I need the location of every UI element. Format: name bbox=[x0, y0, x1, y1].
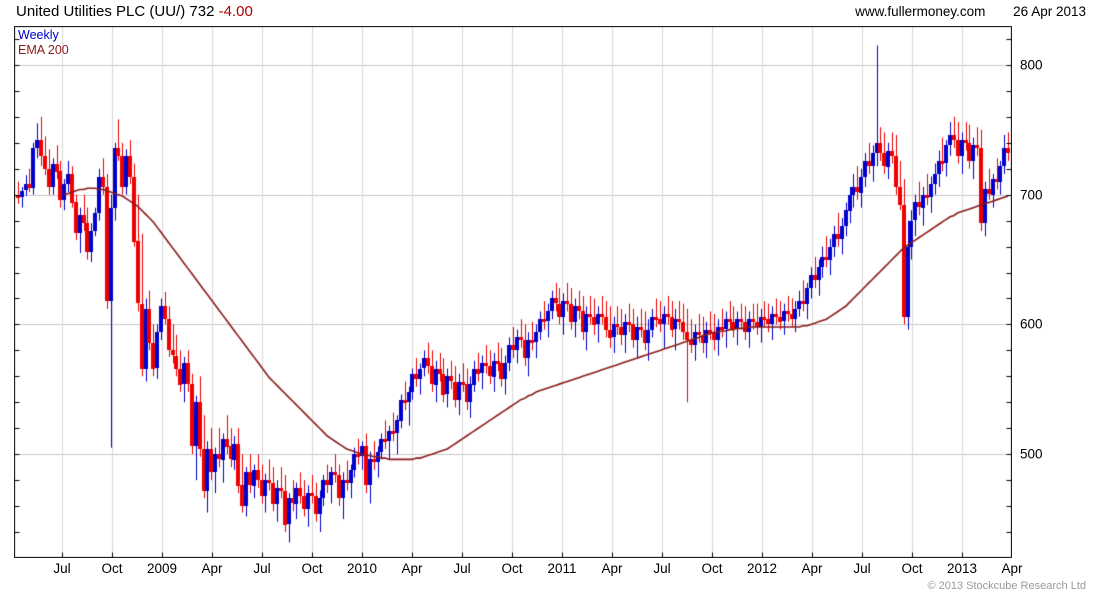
x-axis-tick-jul: Jul bbox=[453, 561, 471, 576]
x-axis-tick-oct: Oct bbox=[701, 561, 723, 576]
header-meta: www.fullermoney.com 26 Apr 2013 bbox=[855, 4, 1086, 19]
x-axis-tick-2011: 2011 bbox=[547, 561, 577, 576]
x-axis-labels: Jul Oct 2009 Apr Jul Oct 2010 Apr Jul Oct 2011 Apr J… bbox=[0, 561, 1100, 583]
x-axis-tick-jul: Jul bbox=[653, 561, 671, 576]
x-axis-tick-2009: 2009 bbox=[146, 561, 178, 576]
x-axis-tick-2012: 2012 bbox=[746, 561, 778, 576]
x-axis-tick-jul: Jul bbox=[853, 561, 871, 576]
x-axis-tick-apr: Apr bbox=[801, 561, 823, 576]
x-axis-tick-2010: 2010 bbox=[346, 561, 378, 576]
x-axis-tick-oct: Oct bbox=[901, 561, 923, 576]
x-axis-tick-2013: 2013 bbox=[946, 561, 978, 576]
instrument-name: United Utilities PLC (UU/) bbox=[16, 3, 186, 20]
plot-area: Weekly EMA 200 bbox=[14, 26, 1012, 558]
website-label: www.fullermoney.com bbox=[855, 4, 986, 19]
chart-header: United Utilities PLC (UU/) 732 -4.00 www… bbox=[0, 0, 1100, 26]
x-axis-tick-jul: Jul bbox=[53, 561, 71, 576]
x-axis-tick-oct: Oct bbox=[501, 561, 523, 576]
candlestick-canvas bbox=[14, 26, 1012, 558]
price-change: -4.00 bbox=[218, 3, 253, 20]
y-axis-tick-600: 600 bbox=[1020, 316, 1043, 332]
x-axis-tick-jul: Jul bbox=[253, 561, 271, 576]
x-axis-tick-oct: Oct bbox=[301, 561, 323, 576]
chart-date: 26 Apr 2013 bbox=[1013, 4, 1086, 19]
x-axis-tick-apr: Apr bbox=[601, 561, 623, 576]
x-axis-tick-oct: Oct bbox=[101, 561, 123, 576]
x-axis-tick-apr: Apr bbox=[1001, 561, 1023, 576]
x-axis-tick-apr: Apr bbox=[401, 561, 423, 576]
x-axis-tick-apr: Apr bbox=[201, 561, 223, 576]
y-axis-tick-700: 700 bbox=[1020, 187, 1043, 203]
last-price: 732 bbox=[189, 3, 215, 20]
instrument-title: United Utilities PLC (UU/) 732 -4.00 bbox=[16, 3, 253, 20]
y-axis-tick-800: 800 bbox=[1020, 57, 1043, 73]
y-axis-tick-500: 500 bbox=[1020, 446, 1043, 462]
copyright-notice: © 2013 Stockcube Research Ltd bbox=[927, 580, 1086, 592]
y-axis-labels: 500 600 700 800 bbox=[1014, 0, 1094, 600]
